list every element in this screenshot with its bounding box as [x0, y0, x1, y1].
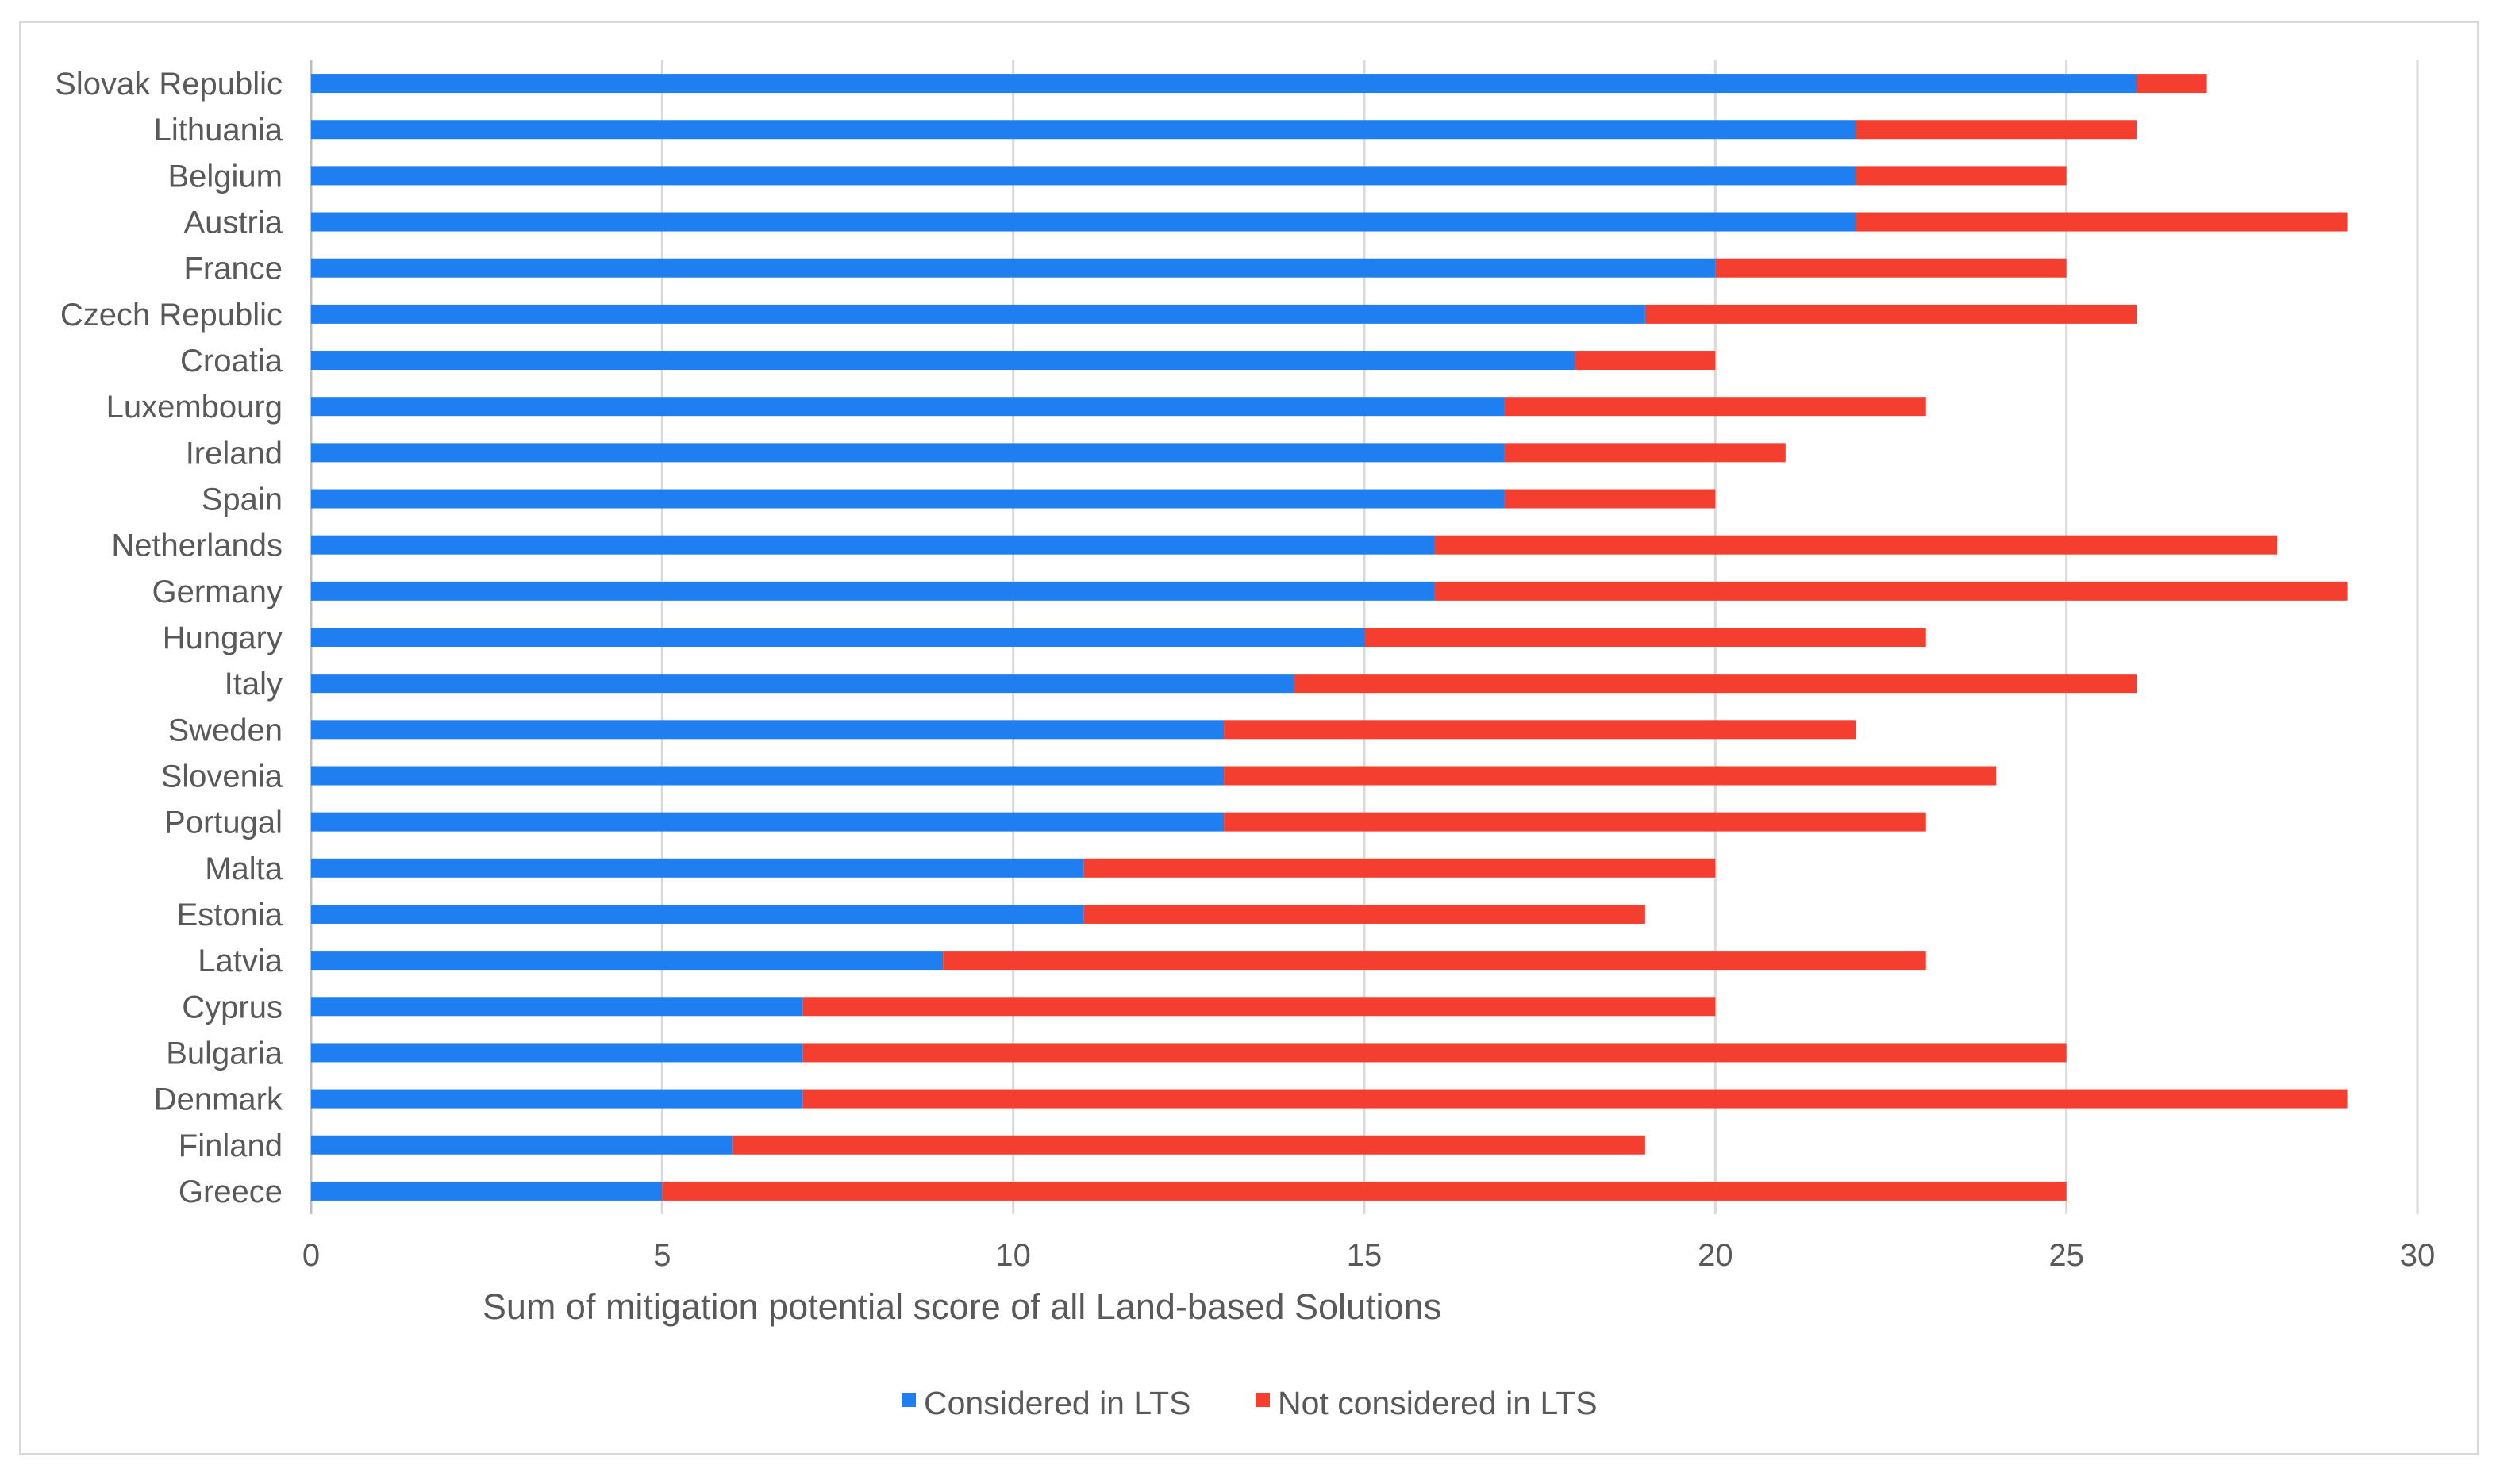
bar-considered	[311, 120, 1856, 140]
x-tick-labels: 0 5 10 15 20 25 30	[302, 1238, 2435, 1273]
category-label: Cyprus	[182, 990, 283, 1025]
category-label: Spain	[202, 482, 283, 517]
bar-considered	[311, 720, 1225, 740]
category-label: Czech Republic	[60, 298, 283, 333]
bar-considered	[311, 258, 1716, 278]
category-label: Malta	[205, 852, 283, 886]
x-tick-label: 10	[995, 1238, 1031, 1273]
category-label: Estonia	[177, 898, 283, 932]
x-axis-title: Sum of mitigation potential score of all…	[483, 1286, 1441, 1327]
category-label: Germany	[152, 575, 283, 609]
bar-not-considered	[1575, 351, 1716, 371]
x-tick-label: 15	[1347, 1238, 1383, 1273]
legend-label-considered: Considered in LTS	[924, 1385, 1191, 1421]
bar-considered	[311, 1181, 663, 1201]
bar-not-considered	[1364, 628, 1926, 647]
legend-swatch-considered	[902, 1393, 916, 1407]
category-label: Denmark	[154, 1082, 283, 1117]
category-label: Netherlands	[111, 529, 283, 563]
category-label: Croatia	[180, 344, 283, 379]
category-label: Italy	[225, 667, 283, 702]
bar-not-considered	[1504, 397, 1926, 417]
bar-not-considered	[2137, 74, 2207, 94]
bar-considered	[311, 166, 1856, 186]
bar-considered	[311, 1043, 803, 1063]
x-tick-label: 25	[2048, 1238, 2084, 1273]
bar-not-considered	[802, 997, 1716, 1017]
bar-not-considered	[943, 951, 1926, 971]
legend: Considered in LTS Not considered in LTS	[902, 1385, 1598, 1421]
bar-considered	[311, 858, 1084, 878]
bar-not-considered	[1644, 304, 2137, 324]
category-label: Slovak Republic	[55, 67, 283, 102]
bar-not-considered	[1434, 535, 2278, 555]
category-label: France	[184, 252, 283, 286]
bar-not-considered	[1294, 674, 2137, 694]
bar-not-considered	[1083, 858, 1716, 878]
category-label: Belgium	[167, 159, 283, 194]
bar-considered	[311, 443, 1505, 463]
bar-considered	[311, 489, 1505, 509]
category-label: Ireland	[186, 436, 283, 471]
bar-not-considered	[1224, 812, 1926, 832]
bar-not-considered	[1856, 212, 2348, 232]
x-tick-label: 30	[2400, 1238, 2436, 1273]
bar-considered	[311, 628, 1364, 647]
bar-not-considered	[802, 1089, 2348, 1109]
bar-not-considered	[1434, 581, 2348, 601]
bar-considered	[311, 1089, 803, 1109]
bar-considered	[311, 74, 2137, 94]
bar-considered	[311, 535, 1435, 555]
x-tick-label: 0	[302, 1238, 320, 1273]
bar-considered	[311, 581, 1435, 601]
bar-considered	[311, 951, 944, 971]
bar-considered	[311, 904, 1084, 924]
bar-considered	[311, 1135, 733, 1155]
x-tick-label: 20	[1698, 1238, 1733, 1273]
bar-considered	[311, 304, 1645, 324]
category-label: Luxembourg	[106, 390, 283, 425]
bar-considered	[311, 766, 1225, 786]
category-label: Slovenia	[161, 759, 283, 794]
bar-considered	[311, 812, 1225, 832]
bar-considered	[311, 212, 1856, 232]
category-label: Hungary	[163, 621, 283, 655]
bar-not-considered	[1856, 166, 2067, 186]
category-label: Finland	[179, 1128, 283, 1163]
bars	[311, 74, 2348, 1201]
bar-not-considered	[1504, 443, 1786, 463]
category-label: Bulgaria	[166, 1036, 283, 1071]
bar-considered	[311, 351, 1575, 371]
bar-considered	[311, 674, 1294, 694]
category-label: Greece	[179, 1175, 283, 1209]
bar-considered	[311, 397, 1505, 417]
bar-not-considered	[1224, 720, 1856, 740]
category-label: Portugal	[164, 805, 283, 840]
bar-considered	[311, 997, 803, 1017]
legend-swatch-not-considered	[1256, 1393, 1270, 1407]
bar-not-considered	[662, 1181, 2067, 1201]
x-tick-label: 5	[653, 1238, 671, 1273]
category-label: Latvia	[198, 944, 283, 978]
bar-not-considered	[1856, 120, 2137, 140]
bar-not-considered	[802, 1043, 2067, 1063]
bar-not-considered	[1083, 904, 1645, 924]
category-label: Lithuania	[154, 113, 283, 148]
category-label: Austria	[184, 206, 283, 240]
bar-not-considered	[1504, 489, 1716, 509]
category-label: Sweden	[167, 713, 283, 748]
bar-not-considered	[1224, 766, 1997, 786]
category-labels: Slovak Republic Lithuania Belgium Austria Fr…	[55, 67, 283, 1209]
bar-not-considered	[732, 1135, 1645, 1155]
legend-label-not-considered: Not considered in LTS	[1278, 1385, 1598, 1421]
bar-not-considered	[1715, 258, 2067, 278]
